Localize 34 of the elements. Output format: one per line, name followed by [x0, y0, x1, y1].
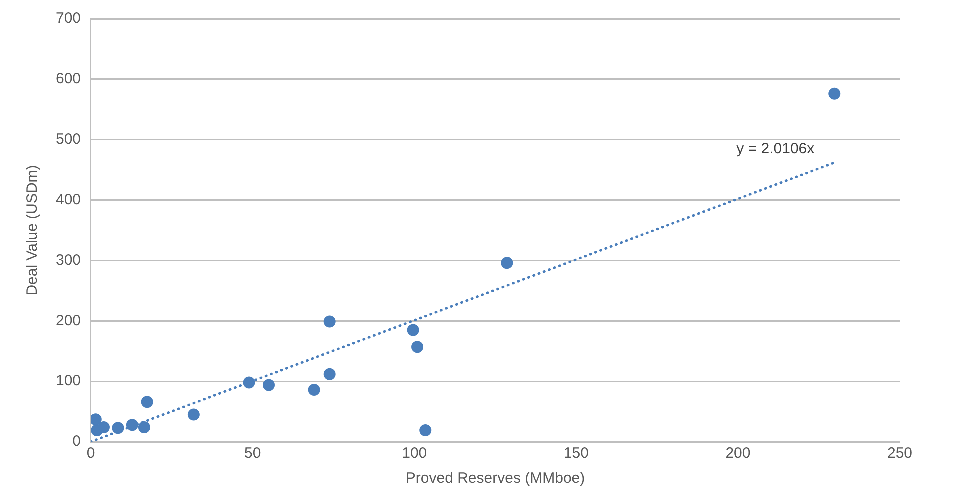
point: [501, 257, 514, 270]
x-tick-label: 100: [402, 445, 428, 462]
point: [420, 424, 432, 437]
x-tick-label: 50: [244, 445, 262, 462]
point: [263, 379, 275, 392]
point: [324, 368, 336, 380]
y-tick-label: 100: [56, 372, 82, 390]
point: [412, 341, 424, 354]
x-tick-label: 0: [86, 445, 96, 462]
annotation: y = 2.0106x: [736, 140, 816, 158]
x-tick-label: 250: [887, 445, 913, 462]
point: [138, 421, 150, 434]
x-axis-title: Proved Reserves (MMboe): [406, 470, 586, 488]
point: [98, 421, 110, 434]
point: [308, 384, 320, 396]
x-tick-label: 200: [726, 445, 751, 462]
point: [126, 419, 138, 432]
point: [188, 408, 200, 421]
point: [407, 324, 420, 336]
y-tick-label: 600: [56, 70, 82, 88]
x-tick-label: 150: [564, 445, 589, 462]
y-tick-label: 200: [56, 312, 82, 330]
y-axis-title: Deal Value (USDm): [24, 165, 42, 296]
y-tick-label: 500: [56, 131, 82, 148]
point: [91, 414, 102, 426]
y-tick-label: 700: [56, 10, 82, 28]
y-tick-label: 400: [56, 191, 82, 208]
point: [324, 316, 336, 328]
point: [828, 88, 841, 100]
point: [243, 376, 256, 389]
y-tick-label: 0: [72, 433, 82, 450]
y-tick-label: 300: [56, 252, 82, 269]
point: [141, 396, 154, 408]
point: [112, 422, 124, 434]
